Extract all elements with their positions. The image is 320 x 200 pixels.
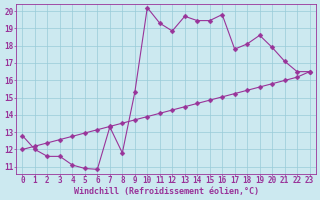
X-axis label: Windchill (Refroidissement éolien,°C): Windchill (Refroidissement éolien,°C) bbox=[74, 187, 259, 196]
